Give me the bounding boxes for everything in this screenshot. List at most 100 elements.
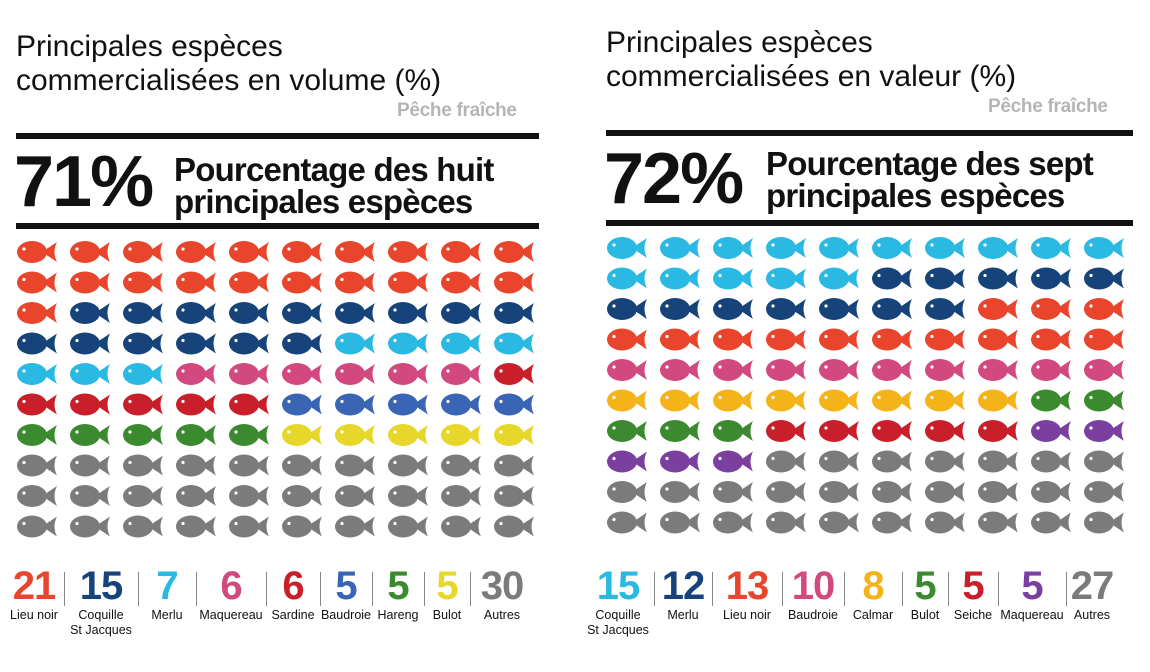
right-legend-label: Baudroie (787, 608, 839, 622)
volume-fish-unit (494, 271, 534, 294)
right-legend-item: 5 Seiche (948, 564, 998, 638)
value-fish-unit (1031, 359, 1071, 381)
volume-fish-unit (229, 485, 269, 507)
value-fish-unit (713, 298, 753, 320)
volume-fish-unit (229, 454, 269, 477)
value-fish-unit (925, 267, 965, 290)
volume-bottom-rule (16, 223, 539, 229)
value-fish-unit (660, 450, 700, 473)
volume-legend: 21 Lieu noir 15 Coquille St Jacques 7 Merlu 6 Ma… (4, 564, 534, 638)
left-legend-label: Bulot (432, 608, 462, 622)
value-fish-unit (819, 450, 859, 473)
left-legend-item: 6 Maquereau (196, 564, 266, 638)
left-legend-value: 5 (387, 564, 409, 608)
value-fish-unit (766, 389, 806, 412)
value-subtitle: Pêche fraîche (988, 96, 1108, 117)
right-legend-value: 13 (725, 564, 770, 608)
right-legend-separator (654, 572, 655, 606)
left-legend-value: 5 (335, 564, 357, 608)
volume-fish-unit (123, 271, 163, 294)
value-fish-unit (713, 267, 753, 290)
left-legend-label: Coquille (78, 608, 124, 622)
volume-fish-unit (388, 363, 428, 385)
value-fish-unit (660, 237, 700, 259)
right-legend-item: 13 Lieu noir (712, 564, 782, 638)
value-fish-unit (925, 450, 965, 473)
volume-fish-unit (123, 393, 163, 416)
value-fish-unit (607, 481, 647, 503)
volume-fish-unit (282, 302, 322, 324)
volume-fish-unit (388, 424, 428, 446)
volume-fish-unit (229, 241, 269, 263)
value-fish-unit (766, 267, 806, 290)
value-fish-unit (766, 450, 806, 473)
volume-fish-unit (494, 454, 534, 477)
value-fish-unit (607, 420, 647, 442)
value-fish-unit (1084, 420, 1124, 442)
value-fish-unit (607, 237, 647, 259)
volume-fish-unit (17, 271, 57, 294)
value-fish-unit (607, 298, 647, 320)
volume-fish-unit (70, 271, 110, 294)
left-legend-separator (372, 572, 373, 606)
volume-fish-unit (123, 363, 163, 385)
left-legend-item: 15 Coquille St Jacques (64, 564, 138, 638)
left-legend-separator (266, 572, 267, 606)
value-fish-unit (713, 359, 753, 381)
right-legend-item: 5 Bulot (902, 564, 948, 638)
right-legend-label: Autres (1073, 608, 1111, 622)
volume-fish-unit (123, 241, 163, 263)
right-legend-separator (782, 572, 783, 606)
volume-fish-unit (176, 363, 216, 385)
value-fish-unit (978, 237, 1018, 259)
volume-fish-unit (494, 332, 534, 355)
volume-fish-unit (494, 485, 534, 507)
value-fish-unit (607, 359, 647, 381)
value-fish-unit (1031, 420, 1071, 442)
volume-fish-unit (441, 424, 481, 446)
right-legend-item: 10 Baudroie (782, 564, 844, 638)
volume-fish-unit (441, 302, 481, 324)
volume-fish-unit (388, 271, 428, 294)
left-legend-item: 5 Bulot (424, 564, 470, 638)
value-fish-unit (1031, 298, 1071, 320)
right-legend-label: Bulot (910, 608, 940, 622)
left-legend-value: 21 (12, 564, 57, 608)
volume-title-line1: Principales espèces (16, 30, 283, 63)
right-legend-value: 5 (1021, 564, 1043, 608)
value-fish-unit (1031, 511, 1071, 534)
volume-headline-text-line1: Pourcentage des huit (174, 151, 494, 188)
left-legend-value: 7 (156, 564, 178, 608)
value-fish-unit (819, 511, 859, 534)
value-fish-unit (872, 328, 912, 351)
left-legend-separator (424, 572, 425, 606)
volume-fish-unit (335, 454, 375, 477)
volume-fish-unit (494, 241, 534, 263)
volume-fish-unit (388, 515, 428, 538)
value-fish-unit (819, 328, 859, 351)
volume-panel: Principales espèces commercialisées en v… (0, 0, 560, 672)
volume-fish-unit (388, 485, 428, 507)
value-fish-unit (978, 420, 1018, 442)
value-fish-unit (819, 267, 859, 290)
value-fish-unit (1031, 237, 1071, 259)
value-fish-unit (660, 511, 700, 534)
value-fish-unit (925, 420, 965, 442)
value-fish-unit (660, 389, 700, 412)
value-fish-unit (660, 420, 700, 442)
volume-fish-unit (123, 302, 163, 324)
volume-fish-unit (494, 393, 534, 416)
value-fish-unit (872, 481, 912, 503)
value-fish-unit (766, 420, 806, 442)
value-fish-unit (607, 328, 647, 351)
volume-fish-unit (494, 424, 534, 446)
value-fish-unit (978, 267, 1018, 290)
left-legend-separator (196, 572, 197, 606)
value-fish-unit (607, 511, 647, 534)
volume-fish-unit (388, 302, 428, 324)
volume-fish-unit (229, 393, 269, 416)
left-legend-separator (138, 572, 139, 606)
volume-fish-unit (70, 363, 110, 385)
value-fish-grid (607, 237, 1124, 534)
volume-fish-grid (17, 241, 534, 538)
